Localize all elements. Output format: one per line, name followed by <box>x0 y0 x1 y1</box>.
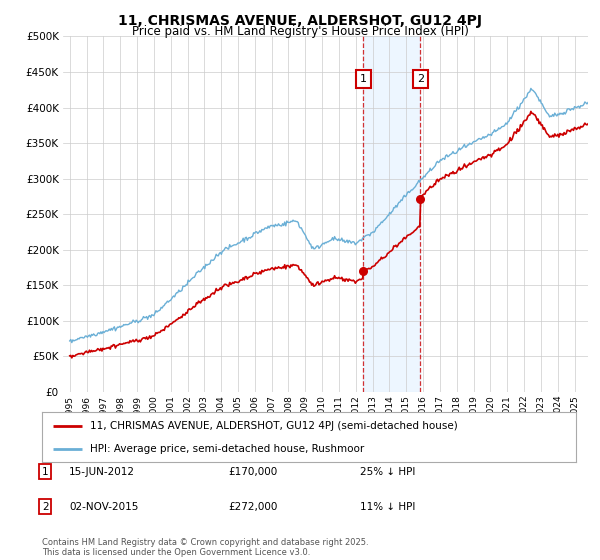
Text: 2: 2 <box>416 74 424 84</box>
Text: £170,000: £170,000 <box>228 466 277 477</box>
Text: Price paid vs. HM Land Registry's House Price Index (HPI): Price paid vs. HM Land Registry's House … <box>131 25 469 38</box>
Text: 11, CHRISMAS AVENUE, ALDERSHOT, GU12 4PJ: 11, CHRISMAS AVENUE, ALDERSHOT, GU12 4PJ <box>118 14 482 28</box>
Text: 1: 1 <box>360 74 367 84</box>
Point <box>415 194 425 203</box>
Text: HPI: Average price, semi-detached house, Rushmoor: HPI: Average price, semi-detached house,… <box>90 445 364 454</box>
Bar <box>364 36 420 392</box>
Text: 2: 2 <box>42 502 49 512</box>
Text: 15-JUN-2012: 15-JUN-2012 <box>69 466 135 477</box>
Text: 11, CHRISMAS AVENUE, ALDERSHOT, GU12 4PJ (semi-detached house): 11, CHRISMAS AVENUE, ALDERSHOT, GU12 4PJ… <box>90 421 458 431</box>
Text: 1: 1 <box>42 466 49 477</box>
Text: Contains HM Land Registry data © Crown copyright and database right 2025.
This d: Contains HM Land Registry data © Crown c… <box>42 538 368 557</box>
Text: £272,000: £272,000 <box>228 502 277 512</box>
Text: 25% ↓ HPI: 25% ↓ HPI <box>360 466 415 477</box>
Point <box>359 267 368 276</box>
Text: 02-NOV-2015: 02-NOV-2015 <box>69 502 139 512</box>
Text: 11% ↓ HPI: 11% ↓ HPI <box>360 502 415 512</box>
